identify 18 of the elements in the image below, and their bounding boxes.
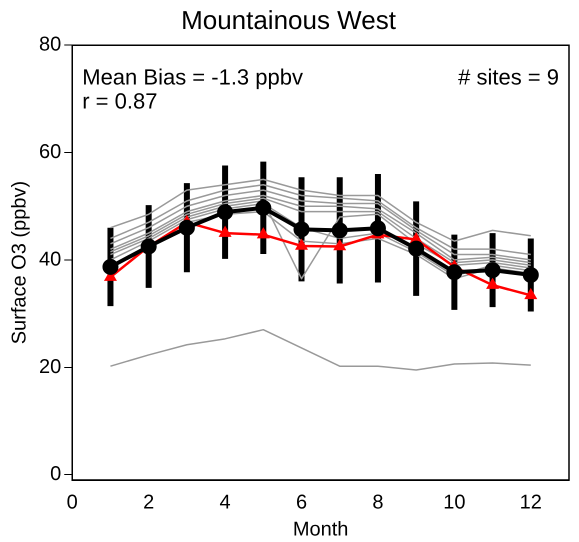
y-tick-label: 0	[50, 463, 62, 486]
y-tick-label: 20	[38, 356, 62, 378]
x-axis-title: Month	[292, 518, 348, 541]
x-tick-label: 4	[220, 492, 231, 514]
x-tick-label: 6	[296, 492, 308, 514]
annotation: # sites = 9	[458, 64, 559, 90]
x-tick-label: 8	[372, 492, 384, 514]
y-tick-label: 80	[38, 34, 62, 56]
annotation: Mean Bias = -1.3 ppbv	[82, 64, 303, 90]
y-tick-label: 40	[38, 248, 62, 270]
chart-title: Mountainous West	[181, 4, 397, 35]
x-tick-label: 0	[66, 492, 78, 514]
x-tick-label: 12	[520, 492, 542, 514]
x-tick-label: 10	[443, 492, 466, 514]
y-axis-title: Surface O3 (ppbv)	[8, 180, 31, 344]
x-tick-label: 2	[143, 492, 154, 514]
annotation: r = 0.87	[82, 88, 158, 114]
y-tick-label: 60	[38, 141, 62, 164]
